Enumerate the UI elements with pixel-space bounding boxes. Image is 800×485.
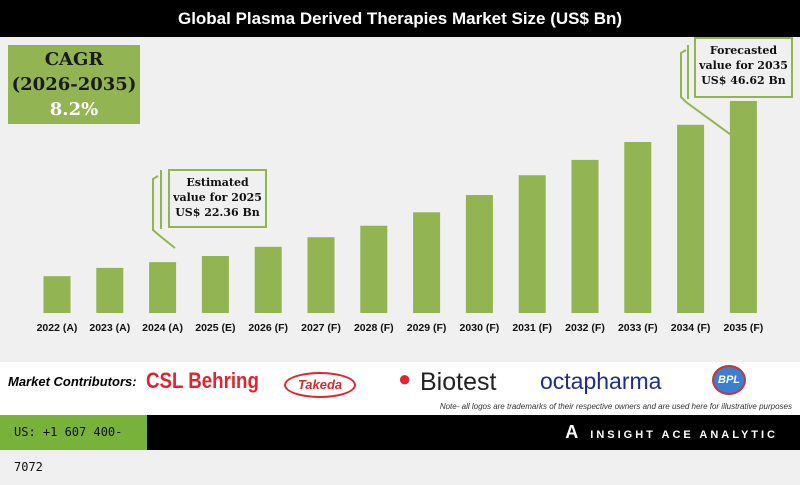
csl-behring-logo: CSL Behring [146,368,259,393]
x-tick-label: 2025 (E) [195,322,235,334]
callout-line: Estimated [186,176,249,189]
cagr-label: CAGR [44,49,104,70]
phone-number[interactable]: US: +1 607 400-7072 [0,415,147,474]
x-tick-label: 2033 (F) [618,322,658,334]
chart-title: Global Plasma Derived Therapies Market S… [0,0,800,37]
x-tick-label: 2030 (F) [460,322,500,334]
x-tick-label: 2024 (A) [142,322,183,334]
x-tick-label: 2028 (F) [354,322,394,334]
trademark-note: Note- all logos are trademarks of their … [439,402,792,411]
cagr-period: (2026-2035) [11,74,137,95]
x-tick-label: 2031 (F) [512,322,552,334]
biotest-logo: Biotest [420,368,497,396]
bar-2024-a- [149,262,177,313]
x-tick-label: 2034 (F) [671,322,711,334]
x-tick-label: 2029 (F) [407,322,447,334]
bar-2022-a- [43,276,71,313]
contributors-band: Market Contributors: CSL Behring Takeda … [0,362,800,415]
brand-logo-icon: A [565,422,579,442]
bar-2028-f- [360,225,388,313]
octapharma-logo: octapharma [540,368,662,394]
bpl-logo: BPL [712,365,746,395]
cagr-box: CAGR (2026-2035) 8.2% [8,45,140,124]
x-tick-label: 2027 (F) [301,322,341,334]
bar-2035-f- [729,100,757,314]
callout-line: value for 2025 [173,191,262,204]
bar-2027-f- [307,237,335,313]
bar-2032-f- [571,159,599,313]
forecast-callout-connector [680,49,739,141]
x-tick-label: 2023 (A) [89,322,130,334]
bar-chart: 2022 (A) 2023 (A) 2024 (A) 2025 (E) 2026 (F)… [37,45,764,334]
bar-2033-f- [624,142,652,313]
callout-line: Forecasted [709,44,778,57]
bar-2026-f- [254,246,282,313]
bar-2034-f- [677,124,705,313]
bar-2030-f- [465,195,493,313]
bar-2029-f- [413,212,441,313]
x-tick-label: 2035 (F) [724,322,764,334]
callout-line: US$ 46.62 Bn [701,74,786,87]
bar-2023-a- [96,267,124,313]
callout-line: US$ 22.36 Bn [175,206,260,219]
forecasted-value-callout: Forecasted value for 2035 US$ 46.62 Bn [694,37,793,98]
x-tick-label: 2032 (F) [565,322,605,334]
estimated-callout-connector [152,175,176,249]
takeda-logo: Takeda [284,372,356,398]
biotest-molecule-icon: ● [398,366,412,391]
x-tick-label: 2022 (A) [37,322,78,334]
bar-2031-f- [518,175,546,313]
x-tick-label: 2026 (F) [248,322,288,334]
brand-footer: A INSIGHT ACE ANALYTIC [147,415,800,450]
estimated-value-callout: Estimated value for 2025 US$ 22.36 Bn [168,169,267,228]
bar-2025-e- [201,256,229,313]
callout-line: value for 2035 [699,59,788,72]
contributors-label: Market Contributors: [8,374,137,389]
brand-name: INSIGHT ACE ANALYTIC [590,429,778,441]
cagr-value: 8.2% [49,99,99,120]
